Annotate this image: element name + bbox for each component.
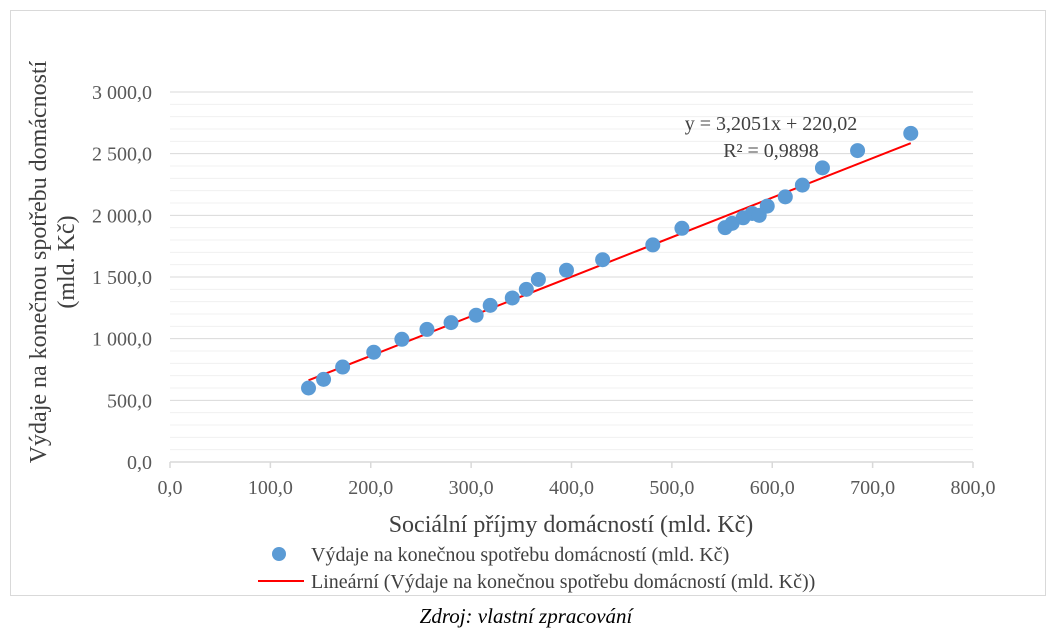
y-axis-title-line1: Výdaje na konečnou spotřebu domácností	[26, 60, 52, 463]
data-point	[482, 297, 498, 313]
data-point	[504, 290, 520, 306]
y-tick-label: 2 000,0	[92, 205, 152, 227]
x-tick-label: 600,0	[750, 477, 795, 499]
legend-marker-series	[272, 547, 286, 561]
y-tick-label: 0,0	[127, 452, 152, 474]
legend-label-series: Výdaje na konečnou spotřebu domácností (…	[311, 544, 729, 566]
chart-frame	[10, 10, 1046, 596]
trend-r-squared: R² = 0,9898	[723, 140, 819, 162]
data-point	[468, 307, 484, 323]
data-point	[903, 125, 919, 141]
data-point	[724, 215, 740, 231]
x-axis-title: Sociální příjmy domácností (mld. Kč)	[389, 512, 754, 538]
data-point	[850, 143, 866, 159]
x-tick-label: 400,0	[549, 477, 594, 499]
data-point	[645, 237, 661, 253]
y-tick-label: 1 500,0	[92, 267, 152, 289]
x-tick-label: 0,0	[158, 477, 183, 499]
data-point	[316, 371, 332, 387]
x-tick-label: 300,0	[449, 477, 494, 499]
x-tick-label: 100,0	[248, 477, 293, 499]
y-tick-label: 2 500,0	[92, 144, 152, 166]
y-tick-label: 500,0	[107, 390, 152, 412]
legend: Výdaje na konečnou spotřebu domácností (…	[258, 544, 815, 593]
data-point	[777, 189, 793, 205]
data-point	[419, 321, 435, 337]
data-point	[366, 344, 382, 360]
y-tick-label: 3 000,0	[92, 82, 152, 104]
source-caption: Zdroj: vlastní zpracování	[419, 604, 633, 628]
x-tick-labels: 0,0 100,0 200,0 300,0 400,0 500,0 600,0 700,0 80…	[158, 477, 996, 499]
x-tick-label: 800,0	[951, 477, 996, 499]
data-point	[301, 380, 317, 396]
data-point	[558, 262, 574, 278]
data-points	[301, 125, 919, 396]
grid-layer	[170, 91, 973, 451]
data-point	[335, 359, 351, 375]
data-point	[530, 271, 546, 287]
legend-label-trend: Lineární (Výdaje na konečnou spotřebu do…	[311, 571, 815, 593]
y-tick-label: 1 000,0	[92, 329, 152, 351]
axis-layer	[169, 461, 974, 468]
data-point	[794, 177, 810, 193]
data-point	[394, 331, 410, 347]
data-point	[518, 281, 534, 297]
trend-equation: y = 3,2051x + 220,02	[685, 113, 858, 135]
data-point	[814, 160, 830, 176]
y-axis-title-line2: (mld. Kč)	[54, 215, 80, 308]
y-tick-labels: 0,0 500,0 1 000,0 1 500,0 2 000,0 2 500,0 3 00…	[92, 82, 152, 474]
data-point	[674, 220, 690, 236]
x-tick-label: 700,0	[850, 477, 895, 499]
data-point	[443, 315, 459, 331]
data-point	[759, 198, 775, 214]
x-tick-label: 200,0	[348, 477, 393, 499]
data-point	[595, 252, 611, 268]
x-tick-label: 500,0	[649, 477, 694, 499]
scatter-chart: 0,0 100,0 200,0 300,0 400,0 500,0 600,0 700,0 80…	[26, 60, 996, 593]
